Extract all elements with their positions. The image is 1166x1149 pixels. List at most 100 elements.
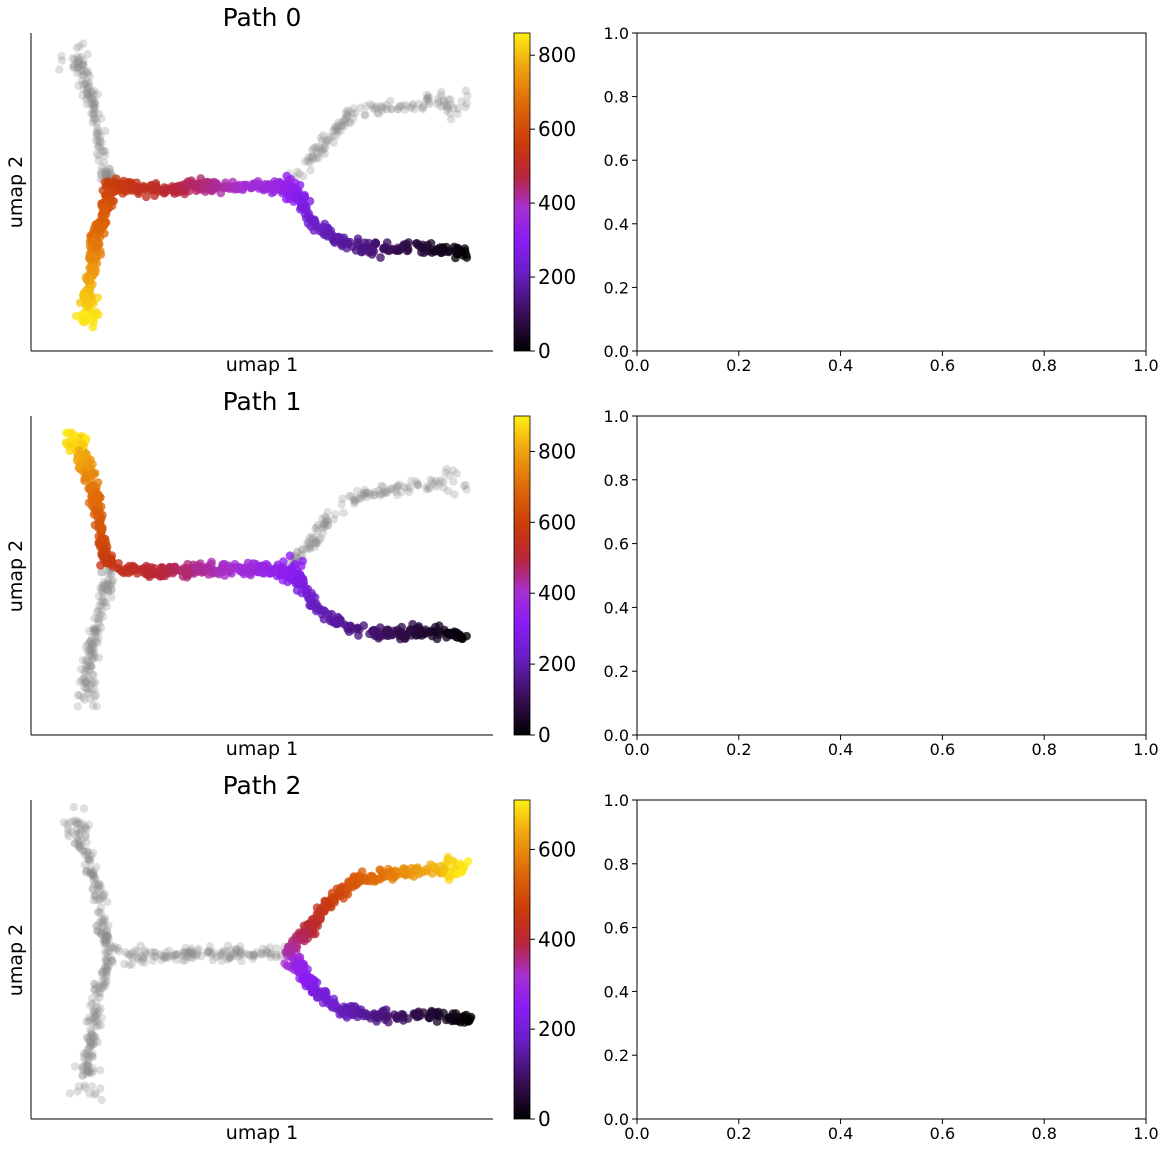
- background-point: [337, 500, 346, 509]
- background-point: [91, 1008, 100, 1018]
- background-point: [305, 158, 314, 167]
- background-point: [88, 871, 97, 880]
- path-point: [376, 253, 385, 262]
- background-point: [97, 587, 107, 596]
- colorbar-tick-label: 400: [538, 927, 576, 951]
- background-point: [57, 56, 67, 65]
- background-point: [457, 97, 466, 106]
- background-point: [97, 584, 107, 593]
- path-point: [303, 974, 312, 983]
- background-point: [325, 133, 334, 142]
- background-point: [83, 647, 92, 656]
- background-point: [351, 497, 360, 506]
- background-point: [309, 144, 318, 153]
- background-point: [80, 1052, 89, 1062]
- background-point: [186, 953, 195, 962]
- background-point: [93, 1037, 103, 1047]
- background-point: [84, 1062, 94, 1071]
- background-point: [90, 874, 99, 883]
- path-point: [89, 480, 98, 490]
- background-point: [433, 94, 442, 104]
- background-point: [94, 142, 103, 151]
- background-point: [89, 627, 98, 636]
- background-point: [88, 871, 98, 881]
- background-point: [91, 626, 101, 635]
- background-point: [266, 952, 276, 962]
- background-point: [92, 128, 101, 138]
- path-point: [394, 628, 403, 637]
- background-point: [463, 91, 472, 101]
- background-point: [376, 489, 385, 498]
- background-point: [90, 891, 99, 901]
- background-point: [218, 949, 228, 958]
- background-point: [93, 129, 102, 139]
- background-point: [101, 962, 110, 971]
- background-point: [223, 955, 232, 964]
- background-point: [87, 640, 96, 650]
- background-point: [89, 647, 99, 656]
- background-point: [378, 482, 388, 491]
- background-point: [83, 89, 92, 99]
- background-point: [461, 102, 470, 112]
- background-point: [370, 487, 379, 496]
- background-point: [341, 108, 350, 117]
- path-point: [342, 1013, 352, 1022]
- background-point: [81, 824, 90, 833]
- path-point: [84, 297, 93, 307]
- path-point: [425, 1013, 434, 1023]
- background-point: [107, 956, 116, 965]
- background-point: [178, 956, 188, 965]
- background-point: [413, 479, 422, 488]
- background-point: [142, 950, 151, 959]
- background-point: [97, 930, 106, 939]
- background-point: [394, 105, 403, 114]
- x-tick-label: 0.4: [828, 356, 853, 375]
- background-point: [106, 569, 116, 579]
- x-tick-label: 0.0: [624, 1124, 649, 1143]
- colorbar-path-1: 0 200 400 600 800: [513, 415, 576, 747]
- path-point: [324, 228, 334, 237]
- background-point: [88, 883, 97, 892]
- background-point: [101, 126, 110, 136]
- background-point: [97, 167, 107, 176]
- background-point: [225, 953, 234, 962]
- background-point: [318, 522, 328, 532]
- background-point: [84, 1068, 93, 1077]
- background-point: [333, 127, 342, 136]
- background-point: [442, 464, 451, 474]
- background-point: [96, 903, 106, 912]
- path-point: [92, 506, 101, 515]
- background-point: [101, 166, 111, 176]
- background-point: [82, 1049, 91, 1059]
- background-point: [344, 107, 354, 116]
- background-point: [217, 951, 226, 960]
- background-point: [102, 938, 111, 948]
- background-point: [59, 818, 68, 827]
- background-point: [244, 950, 253, 959]
- background-point: [182, 952, 191, 962]
- background-point: [449, 477, 458, 486]
- background-point: [74, 690, 83, 700]
- background-point: [89, 867, 98, 876]
- background-point: [107, 577, 117, 586]
- y-tick-label: 1.0: [604, 24, 629, 43]
- background-point: [94, 128, 103, 137]
- path-point: [145, 565, 155, 575]
- background-point: [191, 951, 201, 960]
- background-point: [98, 983, 108, 993]
- background-point: [432, 476, 441, 486]
- colorbar-tick-label: 0: [538, 1107, 551, 1131]
- background-point: [87, 1027, 96, 1037]
- background-point: [348, 109, 357, 118]
- background-point: [93, 926, 102, 935]
- background-point: [82, 1017, 91, 1026]
- background-point: [185, 948, 194, 957]
- path-point: [91, 220, 100, 229]
- background-point: [128, 953, 138, 962]
- background-point: [79, 1049, 89, 1058]
- background-point: [97, 921, 107, 931]
- background-point: [101, 938, 111, 947]
- background-point: [181, 955, 190, 965]
- background-point: [349, 104, 358, 113]
- background-point: [88, 99, 97, 108]
